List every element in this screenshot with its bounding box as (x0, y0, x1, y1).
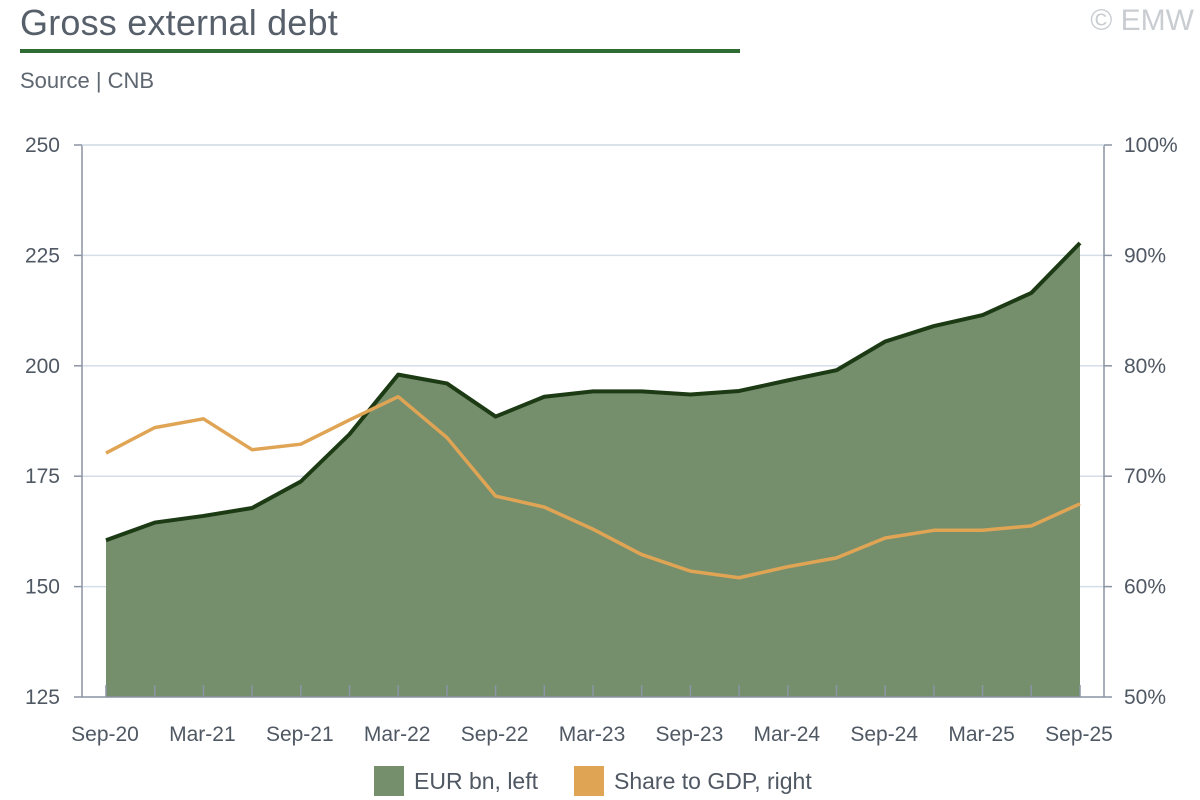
y-right-tick-label: 70% (1124, 465, 1166, 488)
x-tick-label: Mar-25 (948, 723, 1015, 746)
page-title: Gross external debt (20, 2, 338, 43)
y-right-tick-label: 100% (1124, 134, 1178, 157)
legend-item-gdp: Share to GDP, right (574, 766, 812, 796)
legend-swatch-debt (374, 766, 404, 796)
debt-line (105, 241, 1082, 543)
legend-label-gdp: Share to GDP, right (614, 767, 812, 794)
label-layer: 125 150 175 200 225 250 50% 60% 70% 80% 90% 100% Sep… (25, 134, 1178, 746)
x-tick-label: Mar-21 (169, 723, 236, 746)
axis-layer (74, 144, 1112, 698)
y-left-tick-label: 175 (25, 465, 60, 488)
line-layer (105, 241, 1082, 580)
y-left-tick-label: 250 (25, 134, 60, 157)
legend-swatch-gdp (574, 766, 604, 796)
y-right-tick-label: 80% (1124, 355, 1166, 378)
y-right-tick-label: 90% (1124, 244, 1166, 267)
debt-area (106, 243, 1080, 697)
x-tick-label: Mar-24 (754, 723, 821, 746)
x-tick-label: Sep-25 (1045, 723, 1113, 746)
y-left-tick-label: 150 (25, 576, 60, 599)
x-tick-label: Sep-20 (71, 723, 139, 746)
y-left-tick-label: 125 (25, 686, 60, 709)
x-tick-label: Sep-22 (461, 723, 529, 746)
x-tick-label: Mar-23 (559, 723, 626, 746)
y-right-tick-label: 60% (1124, 576, 1166, 599)
gdp-share-line (105, 394, 1081, 580)
y-right-tick-label: 50% (1124, 686, 1166, 709)
x-tick-label: Sep-21 (266, 723, 334, 746)
x-tick-label: Sep-23 (656, 723, 724, 746)
source-label: Source | CNB (20, 68, 155, 93)
x-tick-label: Sep-24 (850, 723, 918, 746)
legend: EUR bn, left Share to GDP, right (0, 760, 1200, 800)
chart-svg: 125 150 175 200 225 250 50% 60% 70% 80% 90% 100% Sep… (25, 134, 1178, 746)
title-underline (20, 49, 740, 53)
y-left-tick-label: 200 (25, 355, 60, 378)
area-layer (106, 243, 1080, 697)
x-tick-label: Mar-22 (364, 723, 431, 746)
y-left-tick-label: 225 (25, 244, 60, 267)
legend-label-debt: EUR bn, left (414, 767, 538, 794)
legend-item-debt: EUR bn, left (374, 766, 538, 796)
brand-watermark: © EMW (1090, 4, 1194, 37)
